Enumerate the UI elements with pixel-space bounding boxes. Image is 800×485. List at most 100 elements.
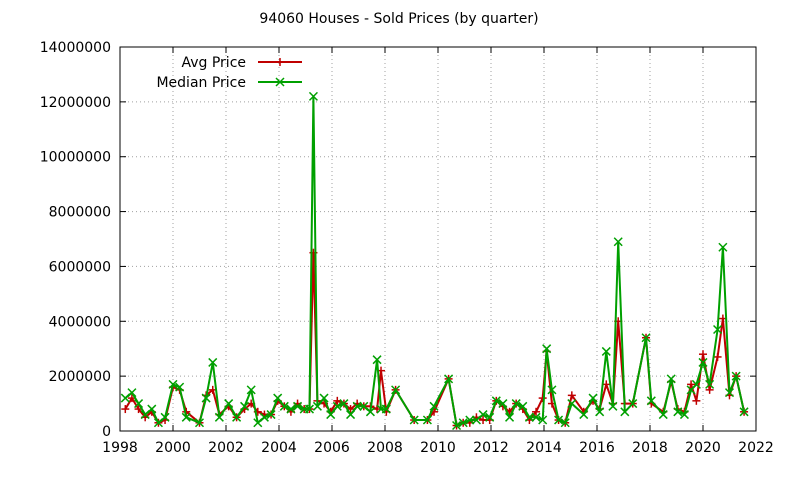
tick-labels: 1998 2000 2002 2004 2006 2008 2010 2012 2014 2016… <box>40 40 774 456</box>
y-tick-label-6000000: 6000000 <box>49 259 111 275</box>
x-tick-label-2004: 2004 <box>261 440 297 456</box>
point-median-price-77 <box>679 410 689 420</box>
x-tick-label-2000: 2000 <box>155 440 191 456</box>
point-median-price-54 <box>511 399 521 409</box>
x-tick-label-2012: 2012 <box>473 440 509 456</box>
legend-label-avg-price: Avg Price <box>181 55 246 71</box>
point-median-price-39 <box>381 404 391 414</box>
point-median-price-82 <box>713 324 723 335</box>
point-median-price-5 <box>153 418 163 428</box>
point-median-price-61 <box>554 415 564 425</box>
point-median-price-1 <box>127 388 137 398</box>
point-median-price-32 <box>339 399 349 409</box>
chart-title: 94060 Houses - Sold Prices (by quarter) <box>259 11 538 27</box>
legend-marker-median-price <box>275 77 285 87</box>
point-avg-price-81 <box>705 385 714 394</box>
point-avg-price-0 <box>121 405 130 414</box>
x-tick-label-2006: 2006 <box>314 440 350 456</box>
point-median-price-16 <box>240 401 250 411</box>
point-median-price-10 <box>194 418 205 428</box>
point-avg-price-63 <box>567 391 576 400</box>
point-median-price-44 <box>444 374 454 384</box>
point-median-price-66 <box>595 407 605 417</box>
point-median-price-19 <box>259 412 269 422</box>
series-lines <box>120 91 749 431</box>
series-median-price <box>120 91 749 431</box>
plot-area-border <box>119 46 757 432</box>
point-median-price-69 <box>613 237 623 247</box>
y-tick-label-8000000: 8000000 <box>49 205 111 221</box>
point-median-price-8 <box>175 382 185 392</box>
point-median-price-47 <box>465 415 475 425</box>
y-tick-label-4000000: 4000000 <box>49 314 111 330</box>
y-tick-label-14000000: 14000000 <box>40 40 111 56</box>
point-median-price-81 <box>705 379 715 389</box>
point-avg-price-37 <box>373 405 382 414</box>
point-median-price-28 <box>312 401 322 411</box>
point-median-price-84 <box>724 388 735 398</box>
point-median-price-70 <box>620 407 630 417</box>
point-median-price-11 <box>201 393 211 403</box>
point-median-price-37 <box>372 355 382 365</box>
point-median-price-67 <box>601 346 611 356</box>
point-median-price-30 <box>326 410 336 420</box>
point-median-price-20 <box>266 410 276 420</box>
point-median-price-60 <box>547 385 557 395</box>
point-median-price-7 <box>168 379 178 389</box>
point-median-price-68 <box>608 401 618 411</box>
point-median-price-55 <box>518 401 528 411</box>
point-median-price-85 <box>731 371 741 381</box>
point-median-price-33 <box>346 410 356 420</box>
point-avg-price-82 <box>713 352 722 361</box>
point-median-price-0 <box>120 393 130 403</box>
point-median-price-12 <box>208 357 218 367</box>
point-median-price-64 <box>579 410 589 420</box>
legend-marker-avg-price <box>276 58 284 66</box>
point-median-price-62 <box>560 418 570 428</box>
point-avg-price-78 <box>687 380 696 389</box>
point-median-price-27 <box>308 91 318 101</box>
point-median-price-51 <box>491 396 501 406</box>
point-median-price-58 <box>538 415 548 425</box>
x-tick-label-2022: 2022 <box>738 440 774 456</box>
point-avg-price-58 <box>538 394 547 403</box>
point-median-price-34 <box>352 401 362 411</box>
point-median-price-52 <box>498 399 508 409</box>
point-median-price-29 <box>319 393 329 403</box>
point-median-price-72 <box>641 333 651 343</box>
point-median-price-21 <box>273 393 283 403</box>
point-avg-price-80 <box>699 350 707 359</box>
x-tick-label-2002: 2002 <box>208 440 244 456</box>
point-median-price-6 <box>160 412 170 422</box>
point-median-price-46 <box>458 418 468 428</box>
point-median-price-35 <box>359 401 369 411</box>
point-median-price-41 <box>409 415 419 425</box>
point-median-price-42 <box>422 415 432 425</box>
grid-lines <box>120 47 756 431</box>
point-avg-price-31 <box>333 396 342 405</box>
point-median-price-13 <box>214 412 224 422</box>
point-median-price-59 <box>542 344 552 354</box>
point-median-price-18 <box>253 418 263 428</box>
point-median-price-63 <box>567 399 577 409</box>
point-median-price-22 <box>279 401 289 411</box>
point-avg-price-79 <box>692 396 701 405</box>
point-median-price-83 <box>718 242 728 252</box>
point-median-price-9 <box>181 412 191 422</box>
point-median-price-23 <box>286 404 296 414</box>
point-median-price-53 <box>505 412 515 422</box>
x-tick-label-2008: 2008 <box>367 440 403 456</box>
x-tick-label-2020: 2020 <box>685 440 721 456</box>
series-avg-price <box>121 248 749 430</box>
point-median-price-14 <box>224 399 234 409</box>
series-line-median-price <box>124 95 746 427</box>
point-median-price-49 <box>478 410 488 420</box>
point-median-price-56 <box>524 412 534 422</box>
y-tick-label-0: 0 <box>102 424 111 440</box>
point-median-price-17 <box>246 385 256 395</box>
point-median-price-74 <box>658 410 668 420</box>
point-median-price-2 <box>134 399 144 409</box>
point-median-price-75 <box>666 374 676 384</box>
